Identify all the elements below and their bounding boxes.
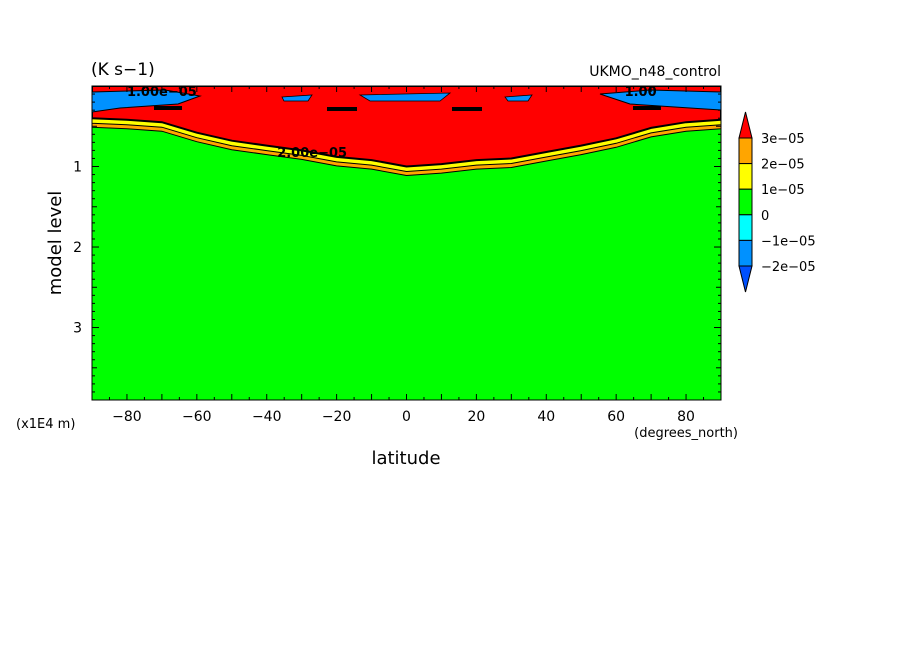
- run-title: UKMO_n48_control: [589, 64, 721, 80]
- colorbar-swatch: [738, 188, 753, 216]
- y-tick-label: 1: [73, 160, 82, 176]
- plot-area: 1.00e−05 1.00 2.00e−05: [92, 85, 721, 400]
- colorbar-swatch: [738, 265, 753, 293]
- negative-patch-2: [358, 92, 452, 102]
- colorbar-swatch: [738, 111, 753, 139]
- x-tick-label: −60: [182, 409, 212, 425]
- x-tick-label: 80: [677, 409, 695, 425]
- colorbar-swatch: [738, 163, 753, 190]
- x-tick-label: 40: [537, 409, 555, 425]
- negative-patch-1: [281, 94, 313, 102]
- colorbar-label: −1e−05: [761, 234, 816, 249]
- colorbar-label: 2e−05: [761, 158, 805, 173]
- colorbar-swatch: [738, 214, 753, 241]
- x-axis-title: latitude: [371, 448, 440, 469]
- colorbar-swatch: [738, 239, 753, 267]
- contour-dash-1: [154, 106, 182, 110]
- x-tick-label: 20: [467, 409, 485, 425]
- contour-dash-2: [327, 107, 357, 111]
- contour-label-2: 2.00e−05: [277, 146, 347, 161]
- colorbar-label: 3e−05: [761, 132, 805, 147]
- colorbar-swatch: [738, 137, 753, 165]
- negative-patch-left: [92, 89, 202, 113]
- x-tick-label: 60: [607, 409, 625, 425]
- contour-label-1: 1.00: [625, 85, 657, 100]
- contour-label-0: 1.00e−05: [127, 85, 197, 100]
- negative-patch-3: [504, 94, 533, 102]
- y-tick-label: 2: [73, 240, 82, 256]
- x-units-label: (degrees_north): [634, 426, 738, 441]
- contour-dash-4: [633, 106, 661, 110]
- y-axis-title: model level: [45, 191, 66, 296]
- x-tick-label: −40: [252, 409, 282, 425]
- colorbar-label: −2e−05: [761, 260, 816, 275]
- x-tick-label: 0: [402, 409, 411, 425]
- colorbar-label: 1e−05: [761, 183, 805, 198]
- contour-labels: 1.00e−05 1.00 2.00e−05: [127, 85, 657, 161]
- y-axis: 1 2 3: [73, 93, 721, 393]
- x-axis: −80 −60 −40 −20 0 20 40 60 80: [91, 86, 722, 425]
- units-label: (K s−1): [91, 60, 155, 80]
- colorbar: 3e−05 2e−05 1e−05 0 −1e−05 −2e−05: [738, 111, 816, 293]
- warm-region: [92, 86, 721, 168]
- x-tick-label: −80: [112, 409, 142, 425]
- y-tick-label: 3: [73, 321, 82, 337]
- x-tick-label: −20: [322, 409, 352, 425]
- colorbar-label: 0: [761, 209, 769, 224]
- negative-patch-right: [599, 89, 721, 111]
- y-scale-note: (x1E4 m): [16, 417, 75, 432]
- contour-dash-3: [452, 107, 482, 111]
